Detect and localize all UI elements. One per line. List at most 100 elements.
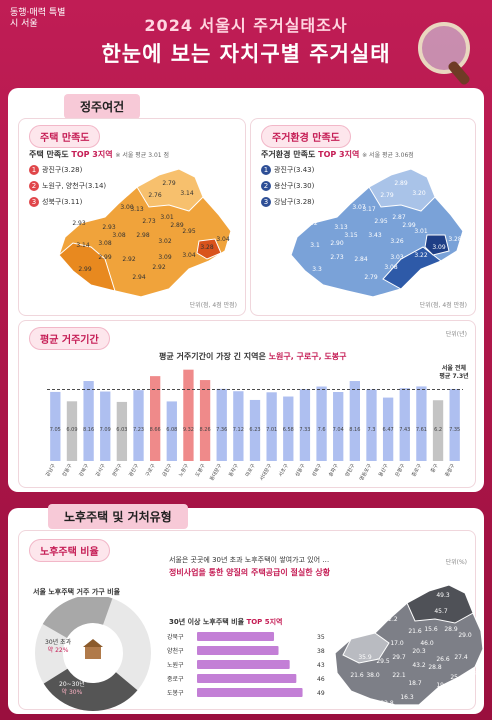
housing-rank-3: 3 성북구(3.11)	[29, 197, 82, 207]
residence-bar-value: 7.6	[318, 427, 326, 433]
residence-bar-value: 6.47	[383, 427, 394, 433]
residence-category-label: 양천구	[344, 462, 357, 478]
map-value-label: 29.0	[458, 632, 472, 639]
residence-bar	[299, 389, 311, 461]
residence-bar	[399, 388, 410, 461]
old-housing-map: 49.322.245.735.915.621.6 28.929.017.0 46.0…	[334, 584, 484, 707]
donut-label2: 20~30년 약 30%	[59, 681, 85, 697]
map-value-label: 25.2	[364, 700, 378, 707]
rank-text: 광진구(3.28)	[42, 166, 83, 174]
section-tab-living: 정주여건	[64, 94, 141, 119]
top5-bar-value: 43.2	[317, 662, 325, 669]
panel-living-conditions: 정주여건 주택 만족도 주택 만족도 TOP 3지역 ※ 서울 평균 3.01 …	[8, 88, 484, 492]
map-value-label: 3.15	[344, 232, 358, 239]
donut-label2-value: 약 30%	[61, 689, 83, 696]
residence-bar-value: 7.33	[299, 427, 310, 433]
residence-bar-value: 8.16	[83, 427, 94, 433]
residence-bar-value: 7.43	[399, 427, 410, 433]
map-value-label: 3.07	[352, 204, 366, 211]
residence-bar-value: 7.3	[368, 427, 376, 433]
residence-category-label: 구로구	[145, 463, 157, 478]
residence-bar	[266, 392, 277, 461]
residence-category-label: 광진구	[127, 462, 140, 478]
top5-bar-value: 46.3	[317, 676, 325, 683]
map-value-label: 35.9	[358, 654, 372, 661]
residence-bar	[333, 392, 344, 461]
pill-residence-period: 평균 거주기간	[29, 327, 110, 350]
residence-category-label: 중랑구	[443, 462, 456, 478]
env-sat-heading-prefix: 주거환경 만족도	[261, 150, 316, 159]
residence-bar	[283, 396, 294, 461]
map-value-label: 49.3	[436, 592, 450, 599]
top5-category-label: 강북구	[167, 633, 184, 641]
map-value-label: 2.73	[330, 254, 344, 261]
residence-bar-value: 7.61	[416, 427, 427, 433]
top5-bar	[197, 688, 303, 697]
residence-category-label: 노원구	[177, 462, 190, 478]
map-value-label: 29.5	[376, 658, 390, 665]
map-value-label: 38.0	[366, 672, 380, 679]
residence-category-label: 송파구	[327, 462, 340, 478]
residence-bar-value: 6.09	[66, 427, 77, 433]
map-value-label: 3.08	[384, 264, 398, 271]
seoul-map-light-area	[342, 632, 390, 664]
map-value-label: 22.7	[348, 694, 362, 701]
residence-bar	[100, 391, 111, 461]
top5-title-prefix: 30년 이상 노후주택 비율	[169, 618, 245, 626]
env-sat-unit: 단위(점, 4점 만점)	[419, 302, 467, 309]
housing-sat-heading-top: TOP 3지역	[71, 150, 113, 159]
map-value-label: 3.20	[412, 190, 426, 197]
residence-bar-value: 6.03	[116, 427, 127, 433]
map-value-label: 2.94	[132, 274, 146, 281]
top5-bar-value: 38	[317, 648, 325, 655]
map-value-label: 2.93	[72, 220, 86, 227]
old-housing-headline1: 서울은 곳곳에 30년 초과 노후주택이 쌓여가고 있어 …	[169, 556, 330, 564]
map-value-label: 2.84	[354, 256, 368, 263]
top5-category-label: 양천구	[167, 647, 184, 655]
housing-sat-unit: 단위(점, 4점 만점)	[189, 302, 237, 309]
residence-bar-value: 6.08	[166, 427, 177, 433]
residence-bar	[183, 369, 194, 461]
residence-bar-value: 7.09	[100, 427, 111, 433]
map-value-label: 25.4	[450, 674, 464, 681]
rank-text: 광진구(3.43)	[274, 166, 315, 174]
residence-category-label: 도봉구	[195, 463, 207, 478]
env-sat-heading: 주거환경 만족도 TOP 3지역 ※ 서울 평균 3.06점	[261, 149, 414, 160]
map-value-label: 3.04	[182, 252, 196, 259]
residence-category-label: 성동구	[294, 462, 307, 478]
house-icon	[85, 647, 101, 659]
rank-badge: 1	[29, 165, 39, 175]
residence-category-label: 마포구	[244, 462, 257, 478]
residence-avg-label: 서울 전체 평균 7.3년	[439, 365, 469, 380]
seoul-map-dark-area	[382, 246, 442, 290]
donut-seg-20-30	[35, 597, 151, 711]
residence-bar	[133, 390, 144, 461]
old-housing-donut	[34, 597, 151, 711]
map-value-label: 2.79	[162, 180, 176, 187]
top5-bar-value: 35.9	[317, 634, 325, 641]
rank-text: 성북구(3.11)	[42, 198, 83, 206]
rank-text: 강남구(3.28)	[274, 198, 315, 206]
residence-category-label: 은평구	[394, 462, 407, 478]
rank-text: 용산구(3.30)	[274, 182, 315, 190]
seoul-logo: 동행·매력 특별시 서울	[10, 8, 66, 29]
residence-bar	[166, 401, 177, 461]
residence-bar	[116, 401, 128, 461]
map-value-label: 2.99	[402, 222, 416, 229]
map-value-label: 2.79	[380, 192, 394, 199]
residence-bar-value: 7.12	[233, 427, 244, 433]
residence-category-label: 용산구	[377, 462, 390, 478]
env-sat-avg-note: ※ 서울 평균 3.06점	[362, 152, 414, 159]
map-value-label: 2.92	[152, 264, 166, 271]
map-value-label: 28.9	[444, 626, 458, 633]
map-value-label: 3.22	[414, 252, 428, 259]
map-value-label: 3.09	[158, 254, 172, 261]
residence-bar	[50, 391, 61, 461]
seoul-map-dark-area	[136, 168, 204, 212]
top5-bar-value: 49.2	[317, 690, 325, 697]
page-title: 한눈에 보는 자치구별 주거실태	[101, 42, 391, 66]
map-value-label: 3.01	[414, 228, 428, 235]
rank-badge: 2	[261, 181, 271, 191]
map-value-label: 18.7	[408, 680, 422, 687]
rank-badge: 3	[261, 197, 271, 207]
